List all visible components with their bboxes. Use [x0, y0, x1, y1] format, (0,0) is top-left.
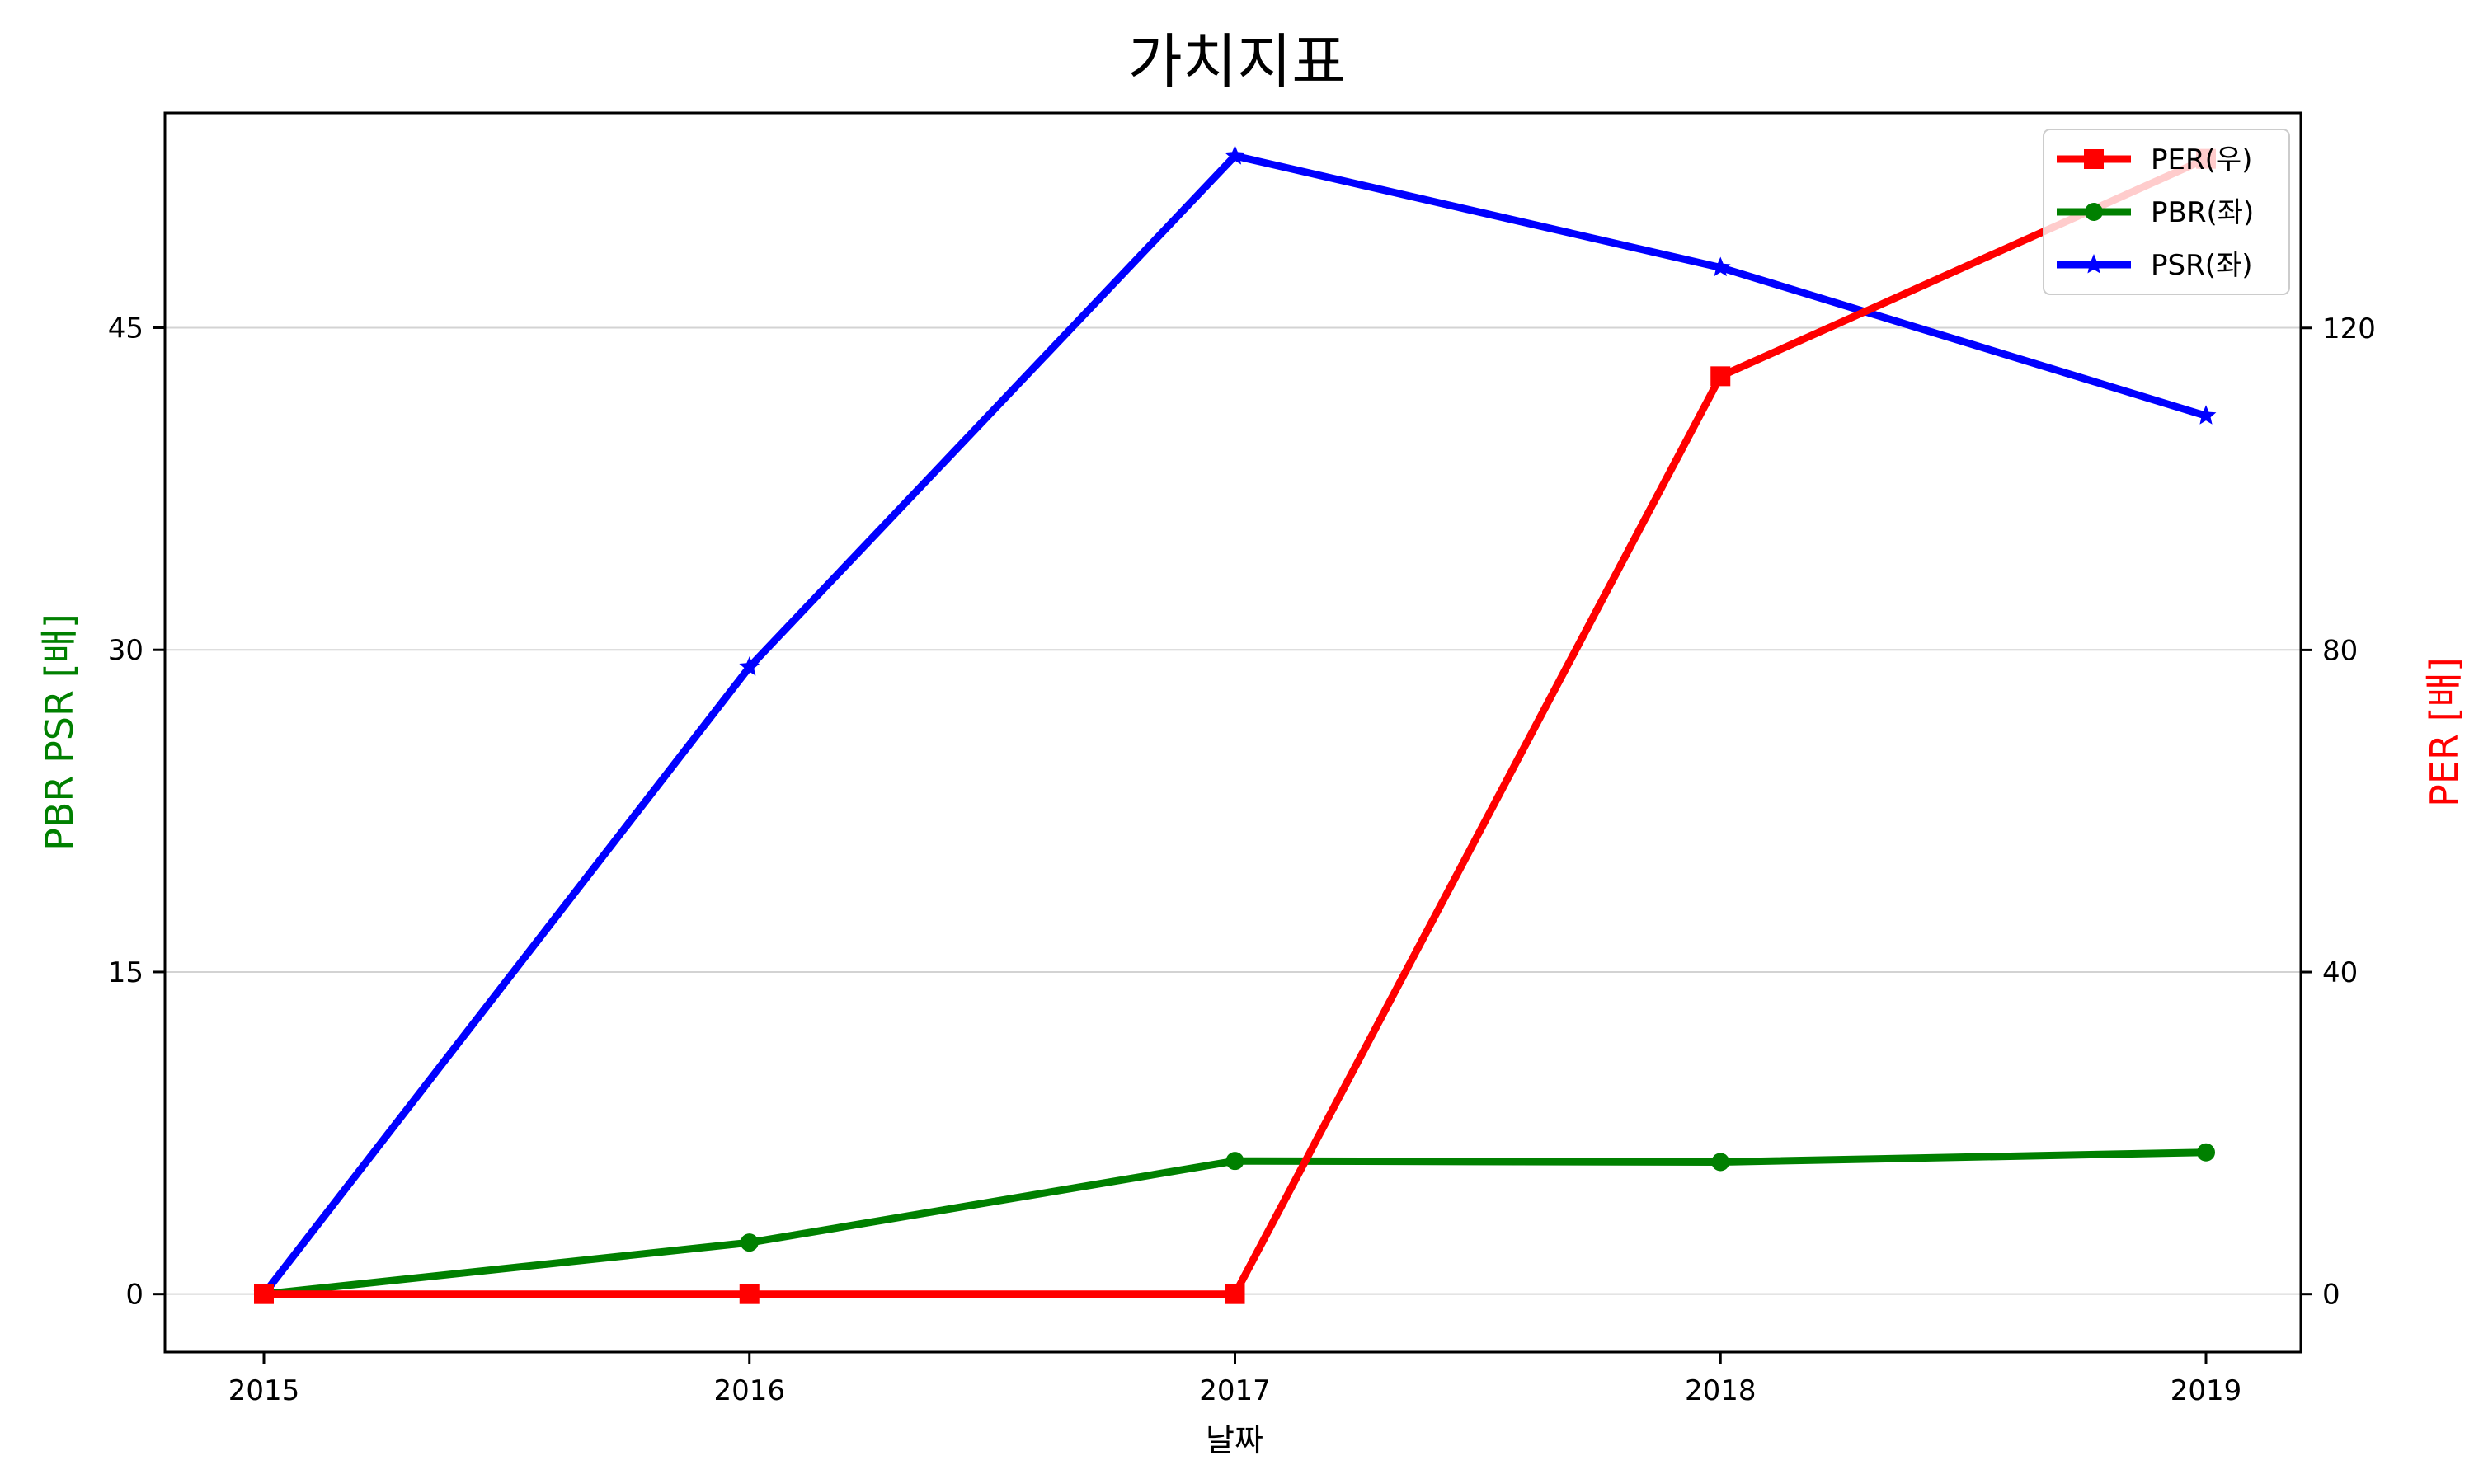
x-tick-label: 2018	[1685, 1374, 1757, 1407]
series-line-pbr	[263, 1148, 2207, 1298]
data-point-pbr	[1711, 1153, 1730, 1172]
data-point-per	[1225, 1284, 1245, 1304]
legend-label-per: PER(우)	[2151, 143, 2252, 176]
legend-marker-per	[2084, 149, 2104, 169]
data-point-per	[254, 1284, 274, 1304]
gridlines	[165, 326, 2301, 1295]
legend-box	[2043, 129, 2290, 295]
y-right-tick-label: 0	[2322, 1279, 2340, 1312]
plot-area	[163, 111, 2302, 1354]
data-point-per	[739, 1284, 760, 1304]
x-tick-label: 2017	[1199, 1374, 1271, 1407]
data-point-psr	[739, 656, 760, 676]
y-left-tick-label: 0	[125, 1279, 143, 1312]
axis-ticks: 0 15 30 45 0 40 80 120 2015 2016 2017 2018 2019	[108, 312, 2376, 1407]
x-tick-label: 2019	[2171, 1374, 2242, 1407]
data-point-psr	[2195, 405, 2217, 425]
y-left-tick-label: 15	[108, 956, 143, 989]
legend-label-psr: PSR(좌)	[2151, 249, 2253, 282]
x-axis-title: 날짜	[1206, 1422, 1263, 1458]
chart-title: 가치지표	[1128, 27, 1347, 96]
data-point-psr	[1710, 256, 1731, 277]
data-point-per	[1710, 366, 1731, 387]
data-point-psr	[1225, 145, 1245, 165]
y-left-tick-label: 30	[108, 634, 143, 667]
y-right-tick-label: 120	[2322, 312, 2376, 345]
x-tick-label: 2016	[713, 1374, 785, 1407]
data-point-pbr	[1225, 1152, 1244, 1171]
y-right-tick-label: 40	[2322, 956, 2358, 989]
legend: PER(우) PBR(좌) PSR(좌)	[2043, 129, 2290, 295]
x-tick-label: 2015	[228, 1374, 300, 1407]
data-point-pbr	[740, 1233, 759, 1252]
y-axis-left-title: PBR PSR [배]	[37, 613, 82, 851]
data-point-pbr	[2197, 1143, 2215, 1162]
legend-marker-psr	[2083, 254, 2105, 274]
legend-label-pbr: PBR(좌)	[2151, 196, 2254, 229]
y-left-tick-label: 45	[108, 312, 143, 345]
y-axis-right-title: PER [배]	[2422, 657, 2467, 807]
legend-marker-pbr	[2085, 203, 2103, 221]
series-lines	[253, 145, 2217, 1304]
y-right-tick-label: 80	[2322, 634, 2358, 667]
series-line-psr	[261, 152, 2208, 1297]
